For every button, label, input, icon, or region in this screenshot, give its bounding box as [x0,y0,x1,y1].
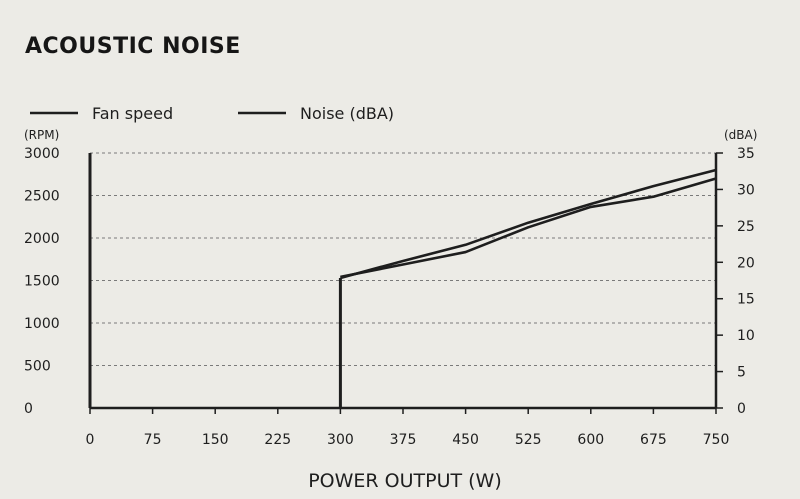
x-tick-label: 750 [703,432,730,448]
y-left-tick-label: 0 [24,401,33,417]
chart-title: ACOUSTIC NOISE [25,34,241,59]
x-tick-label: 150 [202,432,229,448]
y-left-tick-label: 1000 [24,316,60,332]
series-lines [88,153,717,408]
y-right-tick-label: 5 [737,365,746,381]
gridlines [90,152,716,366]
x-tick-label: 75 [144,432,162,448]
x-tick-label: 675 [640,432,667,448]
y-right-tick-label: 20 [737,255,755,271]
right-axis-unit-label: (dBA) [724,128,757,142]
y-right-tick-label: 15 [737,292,755,308]
y-left-tick-label: 2500 [24,189,60,205]
y-right-tick-label: 0 [737,401,746,417]
x-tick-label: 375 [390,432,417,448]
legend-label-noise: Noise (dBA) [300,104,394,123]
y-right-tick-label: 30 [737,182,755,198]
series-line-noise-dba [340,177,717,279]
y-left-tick-label: 2000 [24,231,60,247]
x-tick-label: 450 [452,432,479,448]
x-tick-label: 0 [86,432,95,448]
y-left-tick-label: 500 [24,359,51,375]
y-right-tick-label: 10 [737,328,755,344]
y-right-tick-label: 25 [737,219,755,235]
series-line-fan-speed [340,168,717,280]
x-tick-label: 225 [264,432,291,448]
x-tick-label: 600 [577,432,604,448]
x-tick-label: 525 [515,432,542,448]
y-left-tick-label: 1500 [24,274,60,290]
left-axis-unit-label: (RPM) [24,128,59,142]
y-left-tick-label: 3000 [24,146,60,162]
legend-label-fan-speed: Fan speed [92,104,173,123]
y-right-tick-label: 35 [737,146,755,162]
x-tick-label: 300 [327,432,354,448]
x-axis-title: POWER OUTPUT (W) [308,470,502,492]
